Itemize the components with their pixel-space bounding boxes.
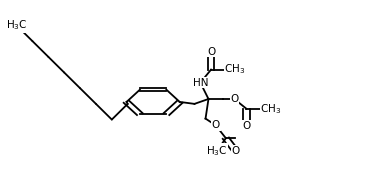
Text: O: O [230, 94, 238, 104]
Text: $\mathregular{CH_3}$: $\mathregular{CH_3}$ [224, 63, 245, 76]
Text: O: O [207, 47, 215, 57]
Text: O: O [242, 121, 251, 131]
Text: O: O [212, 120, 220, 131]
Text: $\mathregular{CH_3}$: $\mathregular{CH_3}$ [260, 102, 281, 116]
Text: HN: HN [193, 78, 208, 88]
Text: O: O [231, 146, 239, 156]
Text: $\mathregular{H_3C}$: $\mathregular{H_3C}$ [6, 19, 27, 32]
Text: $\mathregular{H_3C}$: $\mathregular{H_3C}$ [206, 144, 228, 158]
